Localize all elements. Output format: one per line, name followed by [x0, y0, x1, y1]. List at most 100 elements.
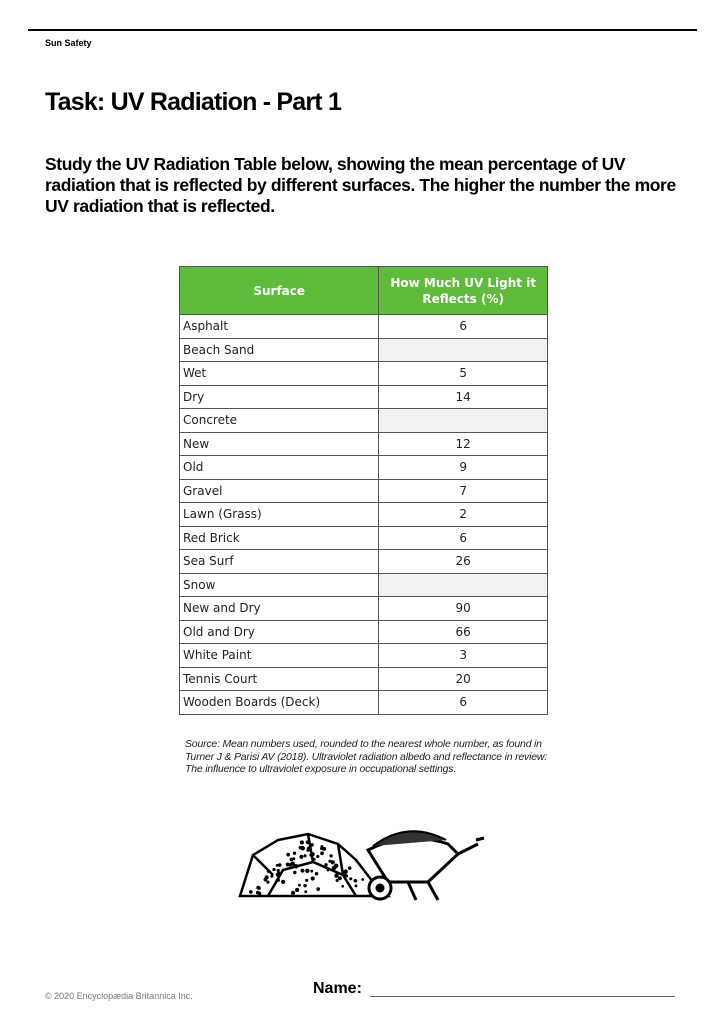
gravel-dot: [330, 860, 335, 865]
surface-cell: Old: [178, 455, 380, 480]
table-row: Beach Sand: [178, 337, 548, 362]
gravel-dot: [320, 846, 324, 851]
gravel-dot: [275, 872, 281, 877]
surface-cell: Snow: [178, 572, 380, 597]
gravel-dot: [303, 854, 307, 858]
table-row: White Paint 3: [178, 643, 548, 668]
gravel-dot: [324, 863, 328, 867]
gravel-dot: [289, 857, 294, 862]
page-title: Task: UV Radiation - Part 1: [45, 88, 342, 116]
reflects-cell: 2: [378, 502, 548, 527]
gravel-dot: [328, 859, 332, 863]
surface-cell: Concrete: [178, 408, 380, 433]
gravel-dot: [255, 890, 260, 895]
gravel-dot: [280, 879, 286, 885]
surface-cell: Beach Sand: [178, 337, 380, 362]
surface-cell: White Paint: [178, 643, 380, 668]
surface-cell: Asphalt: [178, 314, 380, 339]
gravel-dot: [329, 854, 333, 858]
gravel-dot: [354, 884, 358, 888]
reflects-cell: [378, 408, 548, 433]
gravel-dot: [341, 884, 345, 888]
gravel-dot: [276, 868, 280, 873]
gravel-dot: [297, 883, 301, 887]
gravel-dot: [310, 869, 314, 873]
table-header-row: Surface How Much UV Light it Reflects (%…: [178, 266, 548, 315]
gravel-dot: [290, 861, 295, 866]
reflects-cell: 9: [378, 455, 548, 480]
surface-cell: Old and Dry: [178, 619, 380, 644]
gravel-dot: [275, 864, 279, 867]
reflects-cell: 7: [378, 478, 548, 503]
table-row: Red Brick 6: [178, 525, 548, 550]
reflects-cell: 66: [378, 619, 548, 644]
table-row: Gravel 7: [178, 478, 548, 503]
gravel-dot: [306, 848, 310, 852]
gravel-dot: [305, 878, 309, 883]
gravel-dot: [349, 877, 353, 881]
surface-cell: Wooden Boards (Deck): [178, 690, 380, 715]
column-header-reflects: How Much UV Light it Reflects (%): [378, 266, 548, 315]
reflects-cell: [378, 572, 548, 597]
surface-cell: Sea Surf: [178, 549, 380, 574]
gravel-dot: [248, 890, 253, 894]
name-input-line[interactable]: [370, 996, 675, 997]
source-citation: Source: Mean numbers used, rounded to th…: [185, 738, 547, 775]
gravel-dot: [276, 878, 280, 882]
gravel-dot: [272, 867, 276, 872]
gravel-dot: [300, 868, 305, 873]
gravel-pile-icon: [238, 832, 392, 898]
gravel-dot: [353, 878, 358, 883]
reflects-cell: 6: [378, 525, 548, 550]
gravel-dot: [326, 868, 330, 872]
gravel-dot: [320, 851, 324, 856]
reflects-cell: 20: [378, 666, 548, 691]
reflects-cell: 3: [378, 643, 548, 668]
reflects-cell: 90: [378, 596, 548, 621]
table-row: Old 9: [178, 455, 548, 480]
surface-cell: Tennis Court: [178, 666, 380, 691]
header-label: Sun Safety: [45, 38, 92, 48]
surface-cell: New and Dry: [178, 596, 380, 621]
gravel-dot: [300, 846, 306, 851]
reflects-cell: 6: [378, 314, 548, 339]
table-row: Sea Surf 26: [178, 549, 548, 574]
reflects-cell: 6: [378, 690, 548, 715]
gravel-dot: [266, 880, 270, 884]
table-row: Lawn (Grass) 2: [178, 502, 548, 527]
table-row: Asphalt 6: [178, 314, 548, 339]
gravel-dot: [293, 863, 299, 869]
surface-cell: Red Brick: [178, 525, 380, 550]
table-row: New and Dry 90: [178, 596, 548, 621]
table-row: Wooden Boards (Deck) 6: [178, 690, 548, 715]
gravel-dot: [316, 887, 321, 891]
gravel-dot: [347, 866, 352, 870]
gravel-dot: [292, 851, 297, 855]
wheelbarrow-icon: [365, 830, 485, 901]
gravel-dot: [361, 878, 365, 881]
gravel-dot: [337, 876, 342, 881]
table-row: Old and Dry 66: [178, 619, 548, 644]
top-rule: [28, 29, 697, 31]
gravel-wheelbarrow-illustration: [238, 830, 485, 901]
gravel-dot: [290, 890, 296, 895]
gravel-dot: [285, 862, 290, 867]
gravel-dot: [312, 857, 316, 861]
reflects-cell: 12: [378, 431, 548, 456]
uv-table: Surface How Much UV Light it Reflects (%…: [178, 266, 548, 715]
gravel-dot: [310, 876, 315, 881]
gravel-dot: [299, 840, 304, 845]
gravel-dot: [305, 840, 310, 845]
table-row: New 12: [178, 431, 548, 456]
reflects-cell: 14: [378, 384, 548, 409]
gravel-dot: [334, 873, 339, 878]
table-row: Dry 14: [178, 384, 548, 409]
gravel-dot: [332, 866, 336, 869]
gravel-dot: [264, 875, 269, 880]
copyright: © 2020 Encyclopædia Britannica Inc.: [45, 991, 193, 1001]
gravel-dot: [309, 843, 314, 847]
reflects-cell: [378, 337, 548, 362]
gravel-dot: [304, 890, 308, 894]
gravel-dot: [335, 878, 339, 882]
gravel-dot: [309, 853, 313, 857]
